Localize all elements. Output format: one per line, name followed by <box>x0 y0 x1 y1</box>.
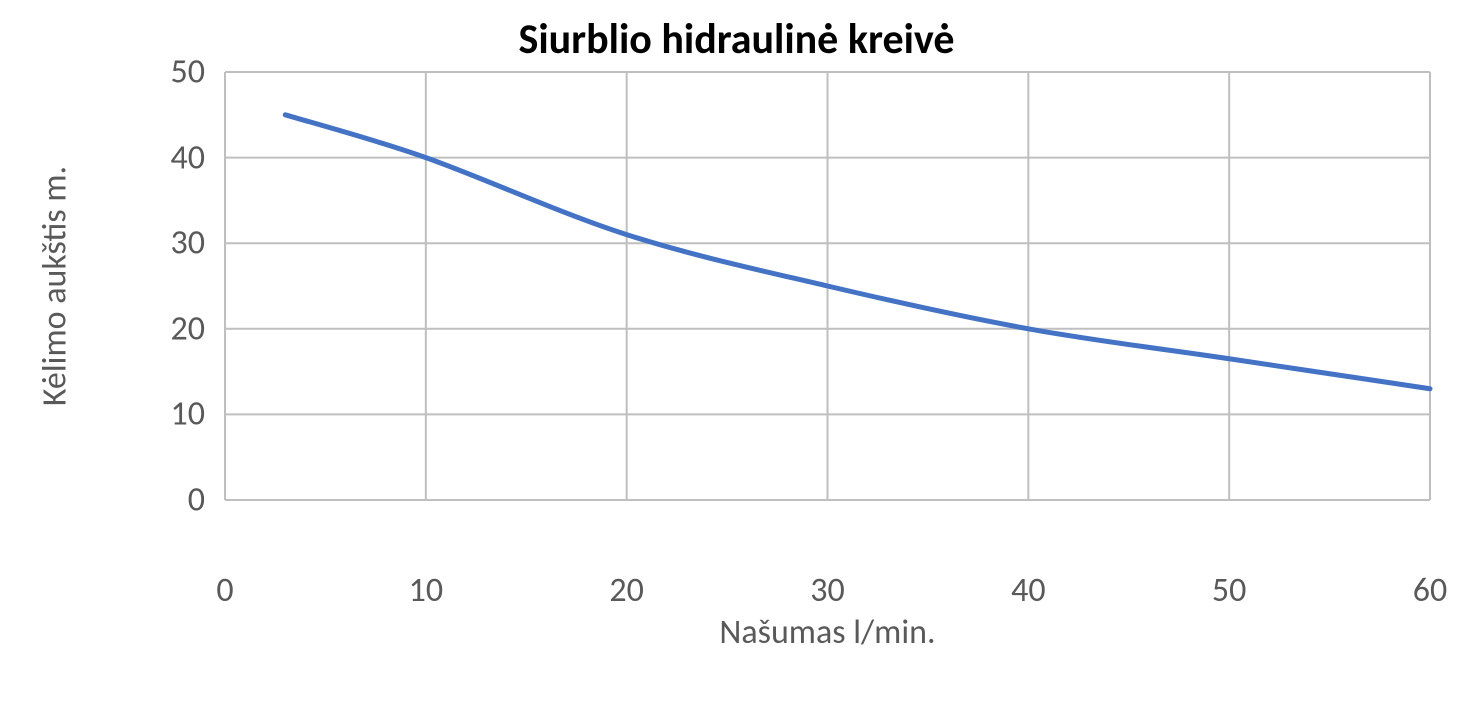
x-tick-label: 50 <box>1212 570 1246 611</box>
data-series-line <box>285 115 1430 389</box>
y-tick-label: 30 <box>171 223 205 264</box>
plot-area <box>0 0 1473 724</box>
y-tick-label: 50 <box>171 52 205 93</box>
x-tick-label: 10 <box>409 570 443 611</box>
x-tick-label: 0 <box>216 570 233 611</box>
y-tick-label: 40 <box>171 137 205 178</box>
x-tick-label: 20 <box>609 570 643 611</box>
x-tick-label: 30 <box>810 570 844 611</box>
y-tick-label: 20 <box>171 308 205 349</box>
y-tick-label: 10 <box>171 394 205 435</box>
pump-curve-chart: Siurblio hidraulinė kreivė Kėlimo aukšti… <box>0 0 1473 724</box>
y-tick-label: 0 <box>188 480 205 521</box>
x-tick-label: 60 <box>1413 570 1447 611</box>
x-tick-label: 40 <box>1011 570 1045 611</box>
